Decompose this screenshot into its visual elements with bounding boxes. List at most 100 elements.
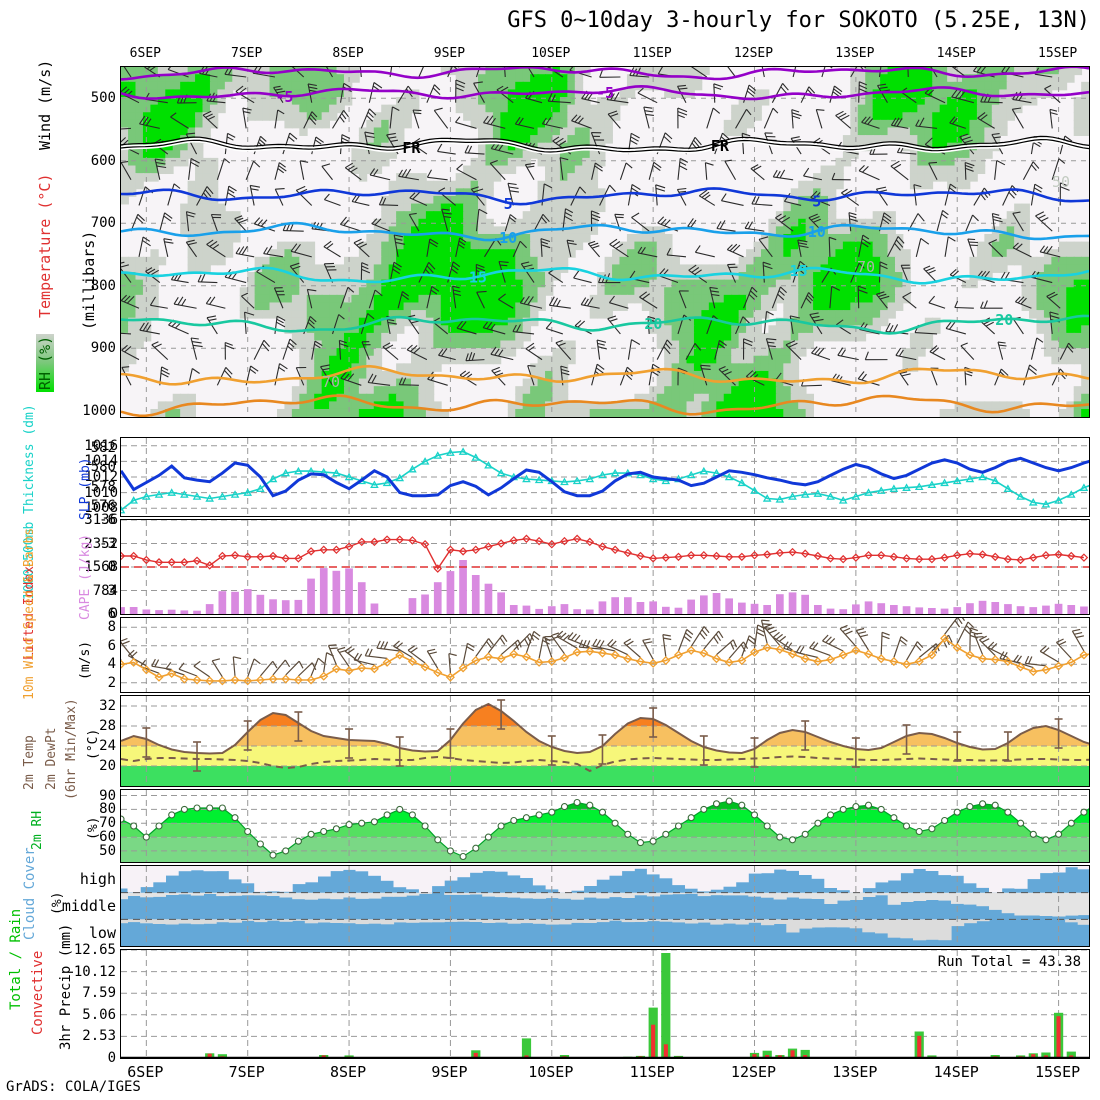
axis-tick-label: 800: [90, 277, 116, 294]
axis-tick-label: 1008: [84, 500, 118, 517]
axis-tick-label: 1014: [84, 453, 118, 470]
axis-label-wind10m: 10m Wind Speed & Barbs: [22, 527, 37, 700]
axis-label-temperature: Temperature (°C): [36, 173, 54, 319]
axis-tick-label: 0: [109, 606, 118, 622]
axis-tick-label: 1010: [84, 484, 118, 501]
svg-text:70: 70: [322, 373, 340, 391]
axis-tick-label: 578: [90, 478, 116, 495]
axis-tick-label: 700: [90, 215, 116, 232]
cloud-level-label: middle: [61, 897, 116, 915]
top-date-tick: 14SEP: [936, 46, 976, 61]
axis-tick-label: 580: [90, 459, 116, 476]
axis-tick-label: 0: [107, 1050, 116, 1066]
svg-text:50: 50: [1052, 173, 1070, 191]
wind10m-panel: [120, 617, 1090, 693]
axis-label-temp2m-units: (°C): [86, 728, 101, 760]
axis-label-precip-convective: Convective: [30, 950, 46, 1035]
axis-tick-label: 3136: [84, 512, 118, 528]
axis-tick-label: -6: [99, 512, 116, 528]
axis-label-minmax: (6hr Min/Max): [64, 698, 79, 800]
axis-tick-label: 28: [99, 718, 116, 734]
axis-tick-label: 1000: [82, 402, 116, 419]
upper-air-panel: -5 -5 FR FR 5 5 10 10 15 15 20 20 70 70 50: [120, 66, 1090, 418]
bottom-date-tick: 9SEP: [431, 1063, 468, 1081]
axis-tick-label: 24: [99, 738, 116, 754]
cloud-level-label: low: [88, 923, 116, 942]
axis-tick-label: 2.53: [82, 1028, 116, 1045]
cloud-cover-panel: [120, 865, 1090, 947]
top-date-tick: 10SEP: [531, 46, 571, 61]
axis-label-millibars: (millibars): [80, 230, 98, 330]
axis-tick-label: 0: [107, 559, 116, 575]
axis-label-rh2m: 2m RH: [30, 810, 45, 850]
grads-credit: GrADS: COLA/IGES: [6, 1079, 141, 1095]
axis-tick-label: 5.06: [82, 1006, 116, 1023]
axis-tick-label: 582: [90, 439, 116, 456]
svg-text:FR: FR: [711, 137, 730, 155]
axis-tick-label: 500: [90, 90, 116, 107]
top-date-tick: 13SEP: [835, 46, 875, 61]
svg-text:FR: FR: [402, 139, 421, 157]
page-title: GFS 0~10day 3-hourly for SOKOTO (5.25E, …: [507, 8, 1090, 33]
axis-label-dewpt2m: 2m DewPt: [44, 727, 59, 790]
svg-text:15: 15: [790, 262, 808, 280]
axis-tick-label: 900: [90, 340, 116, 357]
svg-text:10: 10: [808, 223, 826, 241]
axis-tick-label: 20: [99, 758, 116, 774]
top-date-tick: 11SEP: [632, 46, 672, 61]
axis-label-precip-axis: 3hr Precip (mm): [58, 923, 74, 1050]
bottom-date-tick: 15SEP: [1035, 1063, 1081, 1081]
axis-tick-label: 1012: [84, 469, 118, 485]
svg-text:20: 20: [644, 315, 662, 333]
axis-tick-label: 576: [90, 498, 116, 515]
rh2m-panel: [120, 789, 1090, 863]
axis-tick-label: 70: [99, 815, 116, 832]
bottom-date-tick: 6SEP: [127, 1063, 164, 1081]
axis-tick-label: 6: [107, 637, 116, 654]
run-total-label: Run Total = 43.38: [937, 954, 1081, 970]
svg-text:70: 70: [857, 258, 875, 276]
axis-tick-label: 600: [90, 152, 116, 169]
top-date-tick: 12SEP: [733, 46, 774, 61]
axis-label-precip-total: Total / Rain: [8, 908, 24, 1010]
axis-tick-label: 4: [107, 656, 116, 673]
svg-text:5: 5: [812, 193, 821, 211]
top-date-tick: 7SEP: [231, 46, 263, 61]
top-date-tick: 15SEP: [1038, 46, 1078, 61]
axis-tick-label: 90: [99, 787, 116, 804]
svg-text:15: 15: [469, 269, 487, 287]
axis-tick-label: 32: [99, 698, 116, 714]
svg-text:-5: -5: [596, 84, 614, 102]
axis-tick-label: 12.65: [73, 942, 116, 958]
temp2m-panel: [120, 695, 1090, 787]
axis-tick-label: 50: [99, 842, 116, 859]
bottom-date-tick: 14SEP: [933, 1063, 979, 1081]
axis-tick-label: -3: [99, 535, 116, 552]
axis-tick-label: 3: [107, 582, 116, 599]
bottom-date-tick: 7SEP: [228, 1063, 265, 1081]
slp-thickness-panel: [120, 437, 1090, 517]
axis-tick-label: 60: [99, 829, 116, 846]
axis-tick-label: 80: [99, 801, 116, 818]
axis-tick-label: 1016: [84, 437, 118, 454]
cloud-level-label: high: [79, 870, 116, 889]
axis-label-temp2m: 2m Temp: [22, 735, 37, 790]
axis-label-rh2m-units: (%): [86, 816, 101, 840]
top-date-tick: 9SEP: [433, 46, 466, 61]
axis-tick-label: 1568: [84, 559, 118, 575]
bottom-date-tick: 12SEP: [730, 1063, 777, 1081]
top-date-tick: 6SEP: [129, 46, 161, 61]
axis-label-cloudcover: Cloud Cover: [22, 847, 38, 940]
axis-tick-label: 10.12: [73, 963, 116, 980]
axis-label-wind10m-units: (m/s): [78, 640, 93, 680]
axis-label-wind: Wind (m/s): [36, 59, 54, 150]
cape-li-panel: [120, 519, 1090, 615]
svg-text:5: 5: [504, 195, 513, 213]
bottom-date-tick: 11SEP: [629, 1063, 675, 1081]
axis-tick-label: 784: [92, 582, 118, 599]
svg-text:20: 20: [995, 311, 1013, 329]
axis-label-cape: CAPE (J/kg): [78, 533, 93, 620]
svg-text:10: 10: [499, 229, 517, 247]
axis-tick-label: 6: [107, 606, 116, 622]
